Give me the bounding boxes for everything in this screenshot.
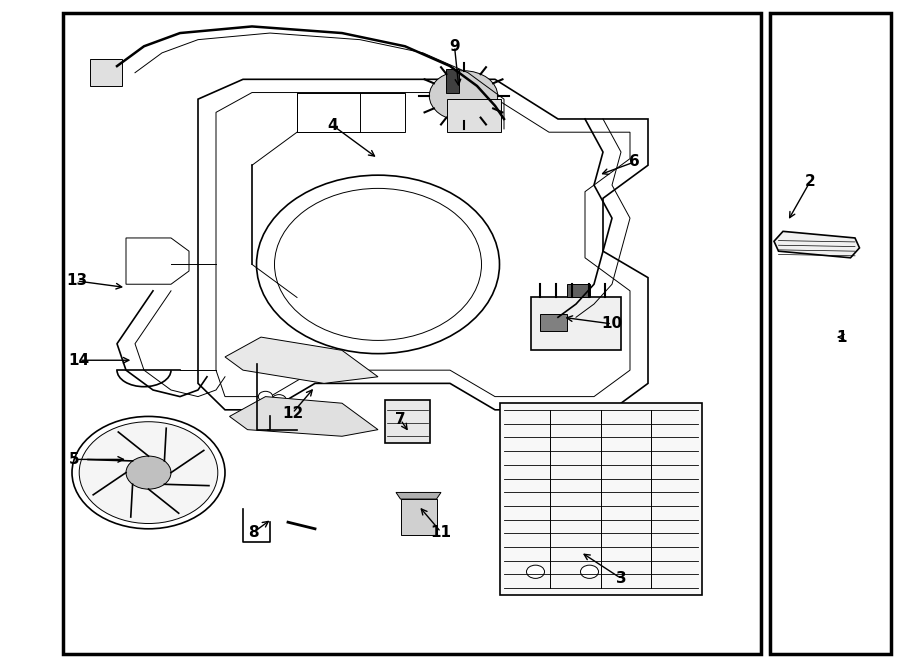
Text: 7: 7 — [395, 412, 406, 427]
Circle shape — [526, 565, 544, 578]
Polygon shape — [225, 337, 378, 383]
Text: 9: 9 — [449, 39, 460, 54]
Text: 12: 12 — [282, 406, 303, 420]
Text: 3: 3 — [616, 571, 626, 586]
Circle shape — [126, 456, 171, 489]
Text: 10: 10 — [601, 317, 623, 331]
Circle shape — [580, 565, 598, 578]
Bar — [297, 93, 405, 132]
Text: 1: 1 — [836, 330, 847, 344]
Text: 2: 2 — [805, 175, 815, 189]
Text: 4: 4 — [328, 118, 338, 133]
Bar — [447, 99, 501, 132]
Bar — [500, 403, 702, 595]
Circle shape — [79, 422, 218, 524]
Bar — [90, 59, 122, 86]
Text: 14: 14 — [68, 353, 90, 368]
Circle shape — [272, 395, 286, 405]
Text: 13: 13 — [66, 274, 87, 288]
Text: 6: 6 — [629, 155, 640, 169]
Polygon shape — [774, 231, 860, 258]
Bar — [400, 499, 436, 535]
Text: 5: 5 — [68, 452, 79, 467]
Circle shape — [258, 391, 273, 402]
Bar — [567, 284, 590, 297]
Polygon shape — [396, 492, 441, 499]
Bar — [531, 297, 621, 350]
Text: 11: 11 — [430, 525, 452, 539]
Circle shape — [429, 71, 498, 121]
Text: 8: 8 — [248, 525, 259, 539]
Bar — [540, 314, 567, 330]
Polygon shape — [230, 397, 378, 436]
Polygon shape — [446, 69, 459, 93]
Bar — [385, 400, 430, 443]
